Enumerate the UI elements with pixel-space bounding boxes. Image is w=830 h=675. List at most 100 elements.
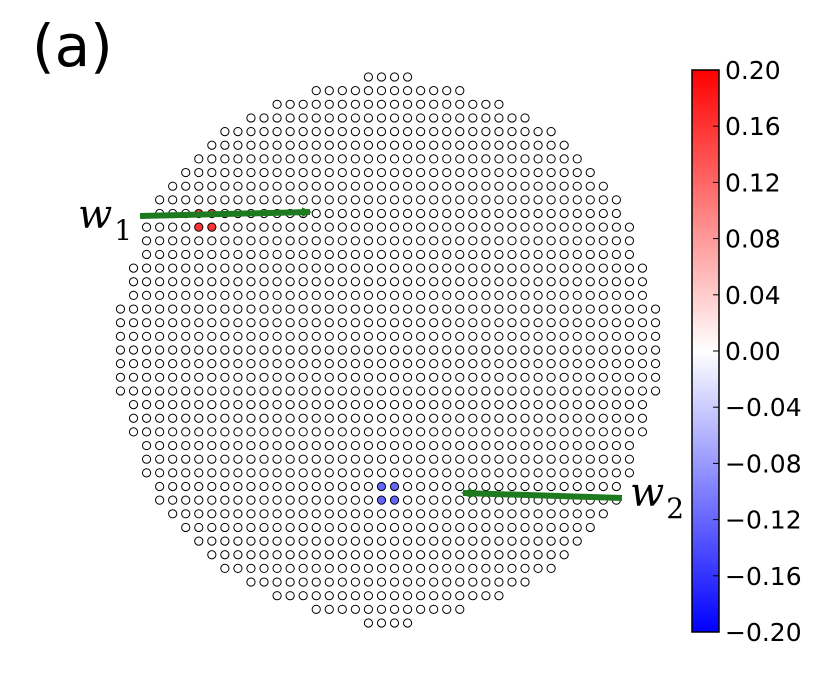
lattice-site xyxy=(337,318,347,328)
lattice-site xyxy=(429,536,439,546)
lattice-site xyxy=(402,495,413,505)
lattice-site xyxy=(468,99,478,109)
lattice-site xyxy=(389,140,400,150)
lattice-site xyxy=(246,400,256,410)
lattice-site xyxy=(520,236,530,246)
lattice-site xyxy=(494,563,504,574)
lattice-site xyxy=(272,345,282,355)
lattice-site xyxy=(155,331,165,341)
lattice-site xyxy=(598,372,608,382)
lattice-site xyxy=(468,140,478,150)
lattice-site xyxy=(546,454,556,464)
lattice-site xyxy=(220,359,230,369)
lattice-site xyxy=(376,167,387,178)
lattice-site xyxy=(624,318,635,328)
lattice-site xyxy=(416,195,426,205)
lattice-site xyxy=(389,167,400,178)
lattice-site xyxy=(168,181,178,191)
lattice-site xyxy=(611,345,621,355)
lattice-site xyxy=(155,263,165,273)
lattice-site xyxy=(429,277,439,287)
lattice-site xyxy=(559,318,569,328)
lattice-site xyxy=(207,440,217,451)
lattice-site xyxy=(494,386,504,396)
lattice-site xyxy=(272,277,282,287)
lattice-site xyxy=(363,113,374,123)
lattice-site xyxy=(285,591,295,601)
lattice-site xyxy=(402,413,413,423)
lattice-site xyxy=(285,563,295,574)
lattice-site xyxy=(389,72,400,82)
lattice-site xyxy=(442,195,452,205)
lattice-site xyxy=(350,167,360,178)
lattice-site xyxy=(220,495,230,505)
lattice-site xyxy=(298,249,308,260)
lattice-site xyxy=(363,72,374,82)
lattice-site xyxy=(520,400,530,410)
w2-label: w2 xyxy=(630,470,684,525)
lattice-site xyxy=(272,113,282,123)
lattice-site xyxy=(455,345,465,355)
lattice-site xyxy=(246,454,256,464)
lattice-site xyxy=(337,86,347,96)
lattice-site xyxy=(389,400,400,410)
lattice-site xyxy=(298,427,308,437)
lattice-site xyxy=(416,127,426,137)
lattice-site xyxy=(285,99,295,109)
lattice-site xyxy=(181,263,191,273)
lattice-site xyxy=(246,154,256,164)
lattice-site xyxy=(402,154,413,164)
lattice-site xyxy=(481,386,491,396)
lattice-site xyxy=(389,509,400,519)
lattice-site xyxy=(455,536,465,546)
lattice-site xyxy=(468,481,478,492)
lattice-site xyxy=(272,400,282,410)
lattice-site xyxy=(481,154,491,164)
lattice-site xyxy=(455,427,465,437)
lattice-site xyxy=(572,345,582,355)
lattice-site xyxy=(324,127,334,137)
lattice-site xyxy=(402,113,413,123)
lattice-site xyxy=(259,563,269,574)
lattice-site xyxy=(259,154,269,164)
lattice-site xyxy=(481,167,491,178)
lattice-site xyxy=(220,127,230,137)
lattice-site xyxy=(233,372,243,382)
lattice-site xyxy=(285,481,295,492)
lattice-site xyxy=(272,140,282,150)
highlighted-site xyxy=(207,222,217,232)
lattice-site xyxy=(324,427,334,437)
lattice-site xyxy=(611,208,621,219)
lattice-site xyxy=(298,345,308,355)
lattice-site xyxy=(389,413,400,423)
lattice-site xyxy=(376,509,387,519)
lattice-site xyxy=(533,550,543,560)
lattice-site xyxy=(311,454,321,464)
lattice-site xyxy=(350,99,360,109)
lattice-site xyxy=(637,400,648,410)
lattice-site xyxy=(141,345,152,355)
lattice-site xyxy=(559,236,569,246)
lattice-site xyxy=(455,127,465,137)
lattice-site xyxy=(559,468,569,478)
lattice-site xyxy=(520,440,530,451)
lattice-site xyxy=(507,386,517,396)
lattice-site xyxy=(533,522,543,533)
lattice-site xyxy=(481,495,491,505)
lattice-site xyxy=(298,99,308,109)
lattice-site xyxy=(481,277,491,287)
lattice-site xyxy=(246,290,256,300)
lattice-site xyxy=(598,263,608,273)
lattice-site xyxy=(520,481,530,492)
lattice-site xyxy=(272,591,282,601)
lattice-site xyxy=(246,359,256,369)
lattice-site xyxy=(389,249,400,260)
lattice-site xyxy=(350,495,360,505)
lattice-site xyxy=(259,427,269,437)
highlighted-site xyxy=(389,495,400,505)
lattice-site xyxy=(324,372,334,382)
lattice-site xyxy=(285,236,295,246)
lattice-site xyxy=(207,359,217,369)
lattice-site xyxy=(402,86,413,96)
lattice-site xyxy=(598,440,608,451)
